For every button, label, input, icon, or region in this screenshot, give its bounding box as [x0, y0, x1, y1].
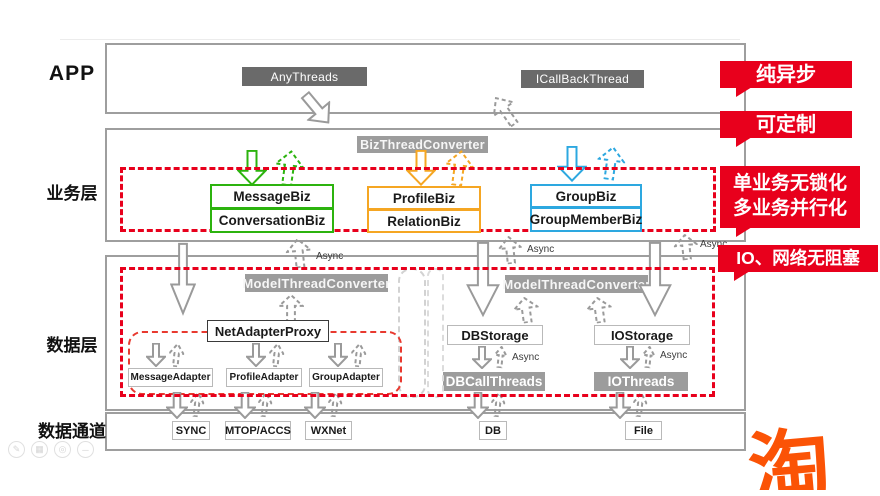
- callout-lock-free: 单业务无锁化 多业务并行化: [720, 166, 860, 237]
- minus-icon[interactable]: ─: [77, 441, 94, 458]
- save-icon[interactable]: ▦: [31, 441, 48, 458]
- dashed-lane: [398, 268, 426, 398]
- async-label: Async: [660, 350, 688, 361]
- taobao-logo-glyph: 淘: [746, 422, 835, 490]
- iothreads-box: IOThreads: [594, 372, 688, 391]
- groupmemberbiz-box: GroupMemberBiz: [530, 207, 642, 232]
- app-layer-box: [105, 43, 746, 114]
- callout-lock-free-line2: 多业务并行化: [732, 198, 847, 219]
- dbcallthreads-box: DBCallThreads: [443, 372, 545, 391]
- callout-lock-free-line1: 单业务无锁化: [732, 173, 847, 195]
- divider-line: [60, 39, 740, 40]
- callout-customizable: 可定制: [720, 111, 852, 147]
- magnifier-icon[interactable]: ◎: [54, 441, 71, 458]
- icallbackthread-box: ICallBackThread: [521, 70, 644, 88]
- conversationbiz-box: ConversationBiz: [210, 208, 334, 233]
- messageadapter-box: MessageAdapter: [128, 368, 213, 387]
- taobao-logo: 淘: [746, 422, 880, 490]
- sync-box: SYNC: [172, 421, 210, 440]
- messagebiz-box: MessageBiz: [210, 184, 334, 209]
- modelthreadconverter-left-box: ModelThreadConverter: [242, 274, 391, 292]
- mtop-accs-box: MTOP/ACCS: [225, 421, 291, 440]
- modelthreadconverter-right-box: ModelThreadConverter: [502, 275, 651, 293]
- pen-icon[interactable]: ✎: [8, 441, 25, 458]
- callout-io-nonblocking: IO、网络无阻塞: [718, 245, 878, 281]
- async-label: Async: [527, 244, 555, 255]
- label-app-layer: APP: [48, 62, 96, 85]
- dashed-lane: [427, 268, 444, 398]
- profilebiz-box: ProfileBiz: [367, 186, 481, 210]
- profileadapter-box: ProfileAdapter: [226, 368, 302, 387]
- dbstorage-box: DBStorage: [447, 325, 543, 345]
- db-box: DB: [479, 421, 507, 440]
- groupbiz-box: GroupBiz: [530, 184, 642, 208]
- file-box: File: [625, 421, 662, 440]
- groupadapter-box: GroupAdapter: [309, 368, 383, 387]
- bizthreadconverter-box: BizThreadConverter: [357, 136, 488, 153]
- label-data-layer: 数据层: [46, 336, 98, 355]
- label-business-layer: 业务层: [46, 184, 98, 203]
- relationbiz-box: RelationBiz: [367, 209, 481, 233]
- async-label: Async: [512, 352, 540, 363]
- label-channel-layer: 数据通道: [38, 422, 106, 441]
- iostorage-box: IOStorage: [594, 325, 690, 345]
- callout-pure-async: 纯异步: [720, 61, 852, 97]
- async-label: Async: [700, 239, 728, 250]
- async-label: Async: [316, 251, 344, 262]
- netadapterproxy-box: NetAdapterProxy: [207, 320, 329, 342]
- wxnet-box: WXNet: [305, 421, 352, 440]
- anythreads-box: AnyThreads: [242, 67, 367, 86]
